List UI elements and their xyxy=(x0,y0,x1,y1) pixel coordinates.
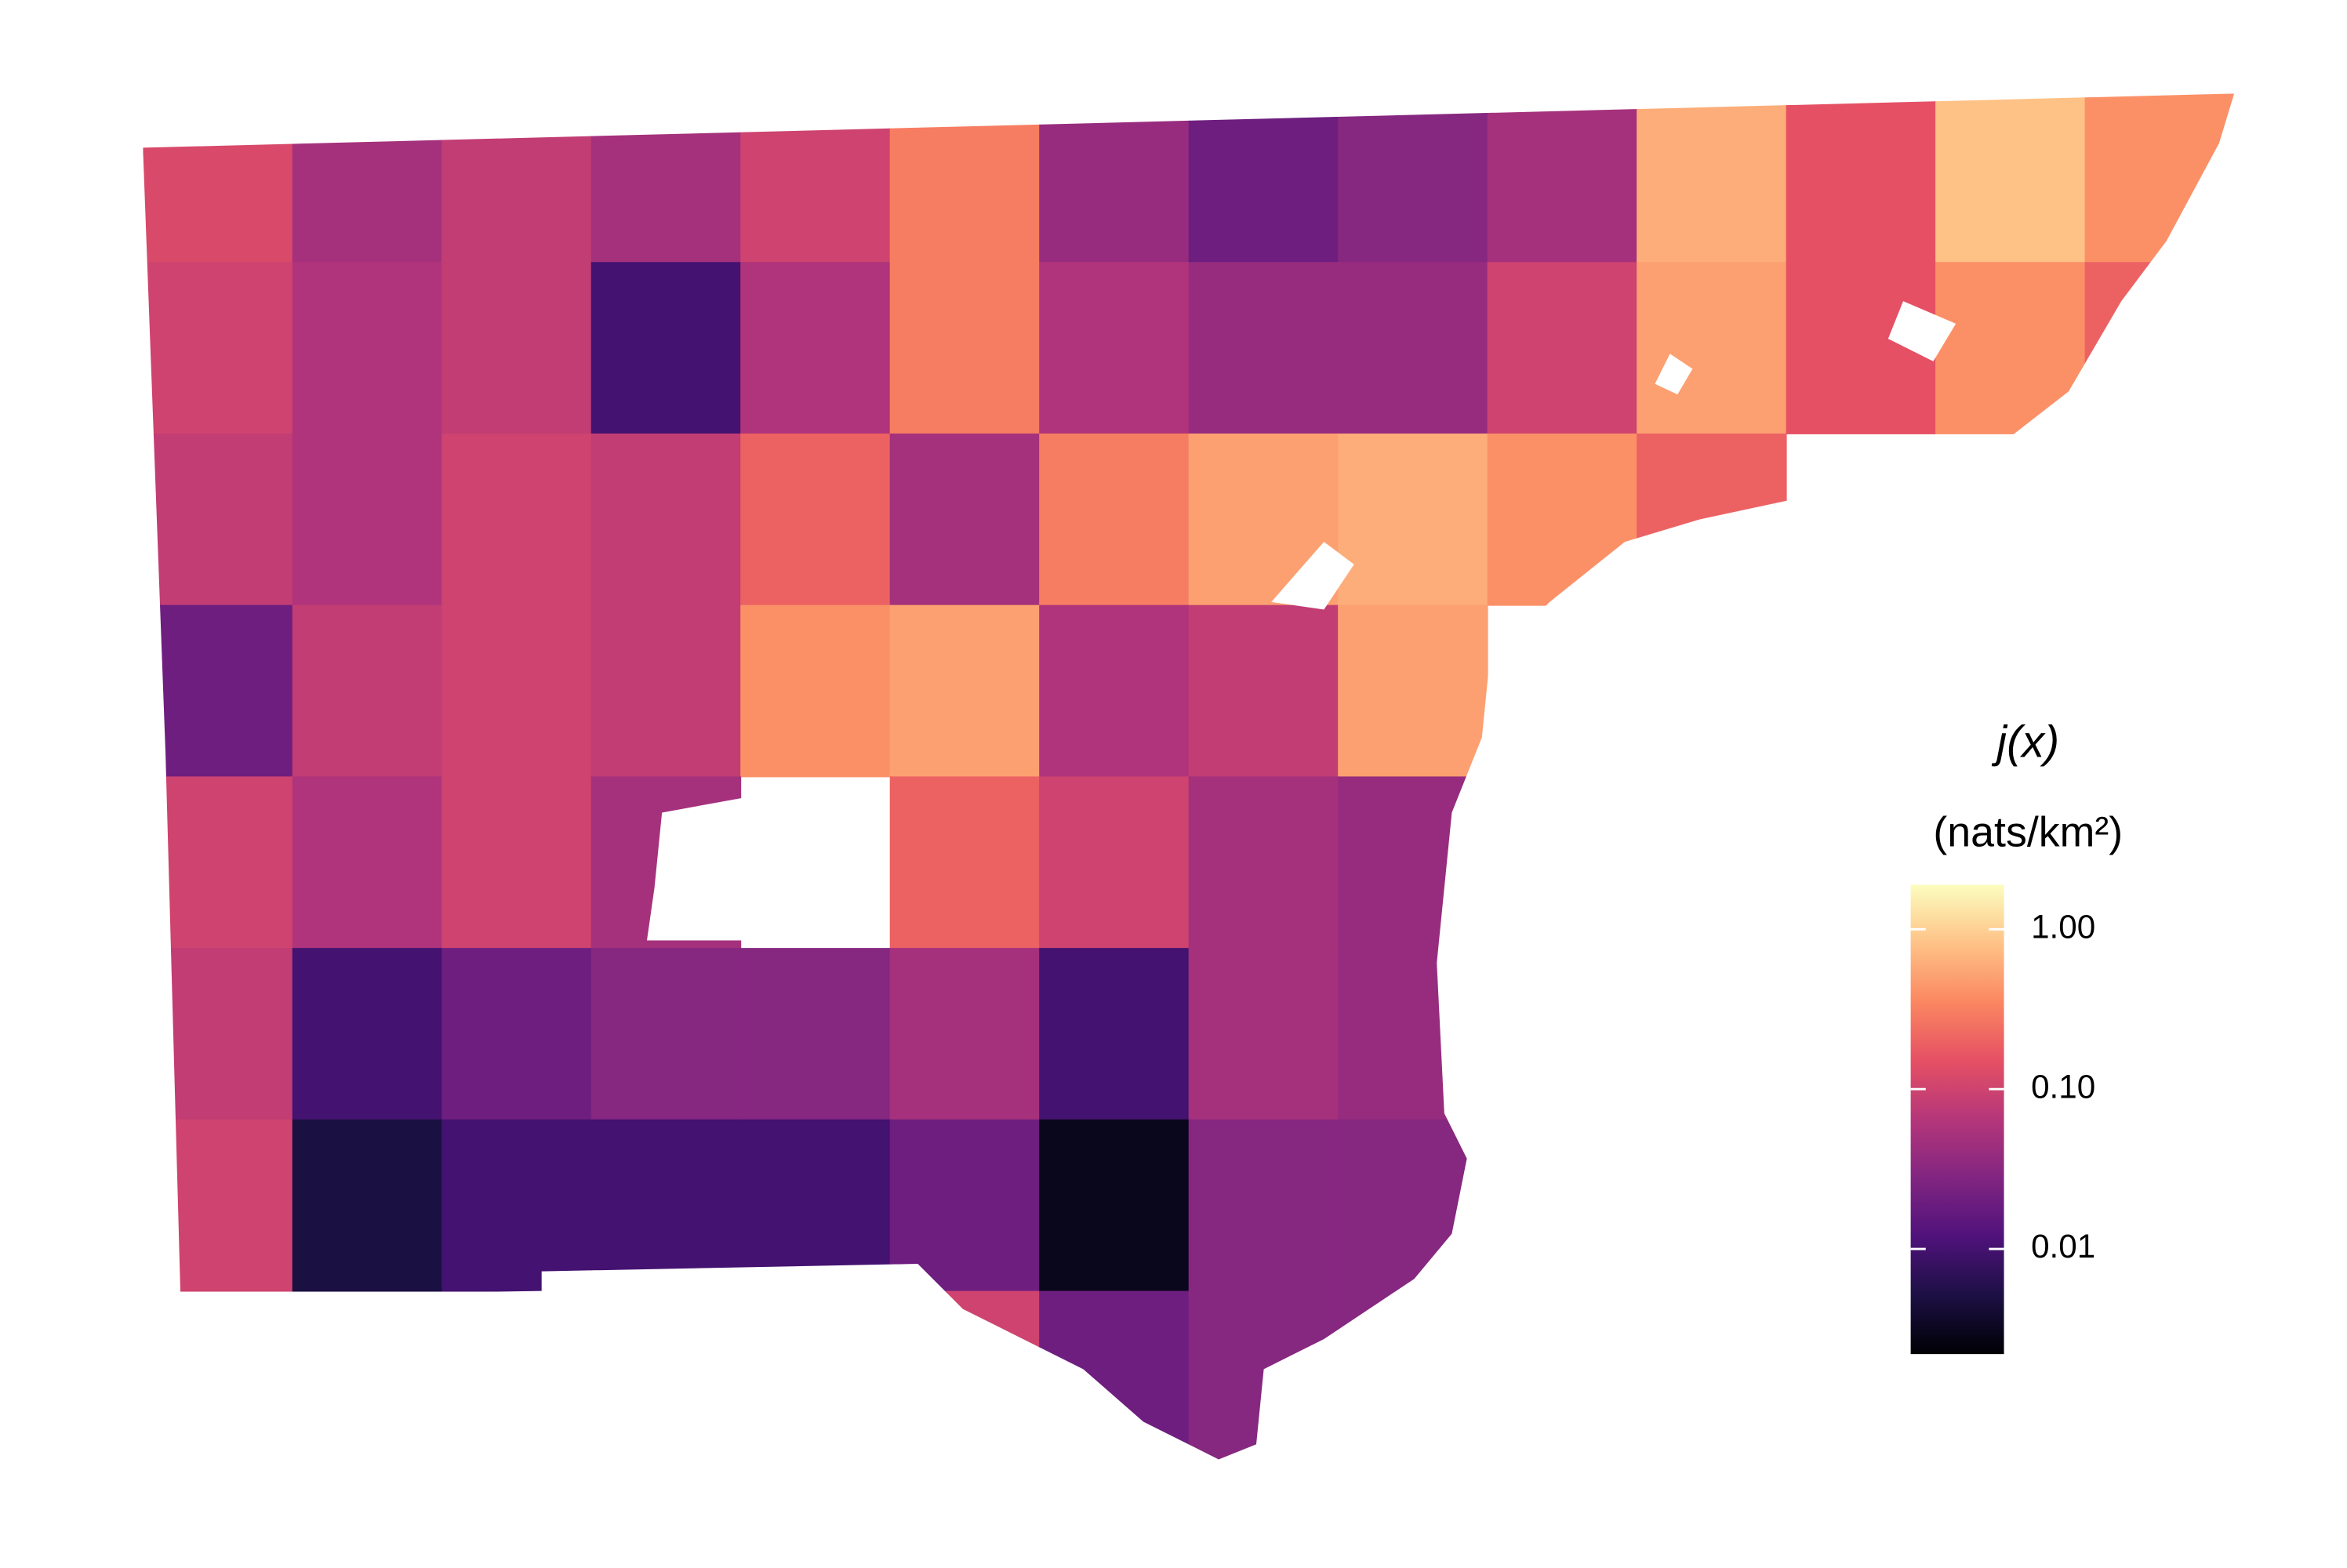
region xyxy=(143,93,293,263)
region xyxy=(1935,93,2086,263)
map-holes xyxy=(646,301,1956,941)
region xyxy=(1039,1290,1190,1460)
region xyxy=(143,776,293,949)
colorbar-tick-label: 1.00 xyxy=(2031,909,2095,946)
region xyxy=(292,93,443,263)
region xyxy=(590,604,742,778)
map-regions xyxy=(143,93,2235,1460)
region xyxy=(590,93,742,263)
region xyxy=(143,1119,293,1292)
region xyxy=(1786,93,1937,263)
region xyxy=(1338,776,1488,949)
region xyxy=(1487,93,1638,263)
region xyxy=(143,604,293,778)
region xyxy=(740,93,891,263)
region xyxy=(292,1119,443,1292)
colorbar xyxy=(1910,884,2004,1355)
region xyxy=(889,93,1041,263)
colorbar-tick-label: 0.10 xyxy=(2031,1068,2095,1105)
region xyxy=(1039,776,1190,949)
region xyxy=(1338,948,1488,1120)
region xyxy=(1188,93,1339,263)
region xyxy=(441,1119,592,1292)
region xyxy=(1487,262,1638,434)
region xyxy=(590,262,742,434)
region xyxy=(889,948,1041,1120)
region xyxy=(889,776,1041,949)
legend-title: j(x) xyxy=(1991,717,2059,767)
region xyxy=(1188,776,1339,949)
colorbar-tick-label: 0.01 xyxy=(2031,1228,2095,1265)
region xyxy=(1039,433,1190,606)
region xyxy=(1637,93,1787,263)
region xyxy=(1338,604,1488,778)
region xyxy=(441,262,592,434)
region xyxy=(2084,93,2235,263)
region xyxy=(143,262,293,434)
region xyxy=(740,262,891,434)
region xyxy=(292,776,443,949)
region xyxy=(1039,93,1190,263)
legend-subtitle: (nats/km²) xyxy=(1933,808,2123,855)
region xyxy=(740,604,891,778)
hole xyxy=(1887,301,1956,361)
legend: j(x) (nats/km²) 1.00 0.10 0.01 xyxy=(1910,717,2123,1355)
region xyxy=(740,948,891,1120)
hole xyxy=(1271,542,1354,610)
region xyxy=(1487,433,1638,606)
region xyxy=(889,1119,1041,1292)
region xyxy=(441,776,592,949)
region xyxy=(1188,1290,1339,1460)
region xyxy=(590,433,742,606)
region xyxy=(1188,1119,1339,1292)
hole xyxy=(1655,354,1693,395)
region xyxy=(1039,1119,1190,1292)
region xyxy=(1188,262,1339,434)
region xyxy=(441,948,592,1120)
region xyxy=(1338,433,1488,606)
region xyxy=(1188,604,1339,778)
region xyxy=(1338,262,1488,434)
region xyxy=(1637,433,1787,606)
region xyxy=(441,433,592,606)
region xyxy=(740,433,891,606)
region xyxy=(441,93,592,263)
region xyxy=(1039,604,1190,778)
region xyxy=(889,433,1041,606)
region xyxy=(143,433,293,606)
region xyxy=(590,948,742,1120)
region xyxy=(292,262,443,434)
region xyxy=(1338,93,1488,263)
region xyxy=(1188,948,1339,1120)
region xyxy=(1338,1290,1488,1460)
region xyxy=(1935,262,2086,434)
region xyxy=(590,1119,742,1292)
region xyxy=(1039,262,1190,434)
region xyxy=(143,948,293,1120)
region xyxy=(1637,262,1787,434)
region xyxy=(889,262,1041,434)
region xyxy=(292,433,443,606)
region xyxy=(2084,262,2235,434)
region xyxy=(889,604,1041,778)
region xyxy=(889,1290,1041,1460)
region xyxy=(740,1119,891,1292)
hole xyxy=(646,782,835,941)
region xyxy=(1338,1119,1488,1292)
region xyxy=(1039,948,1190,1120)
region xyxy=(292,604,443,778)
region xyxy=(441,604,592,778)
region xyxy=(292,948,443,1120)
